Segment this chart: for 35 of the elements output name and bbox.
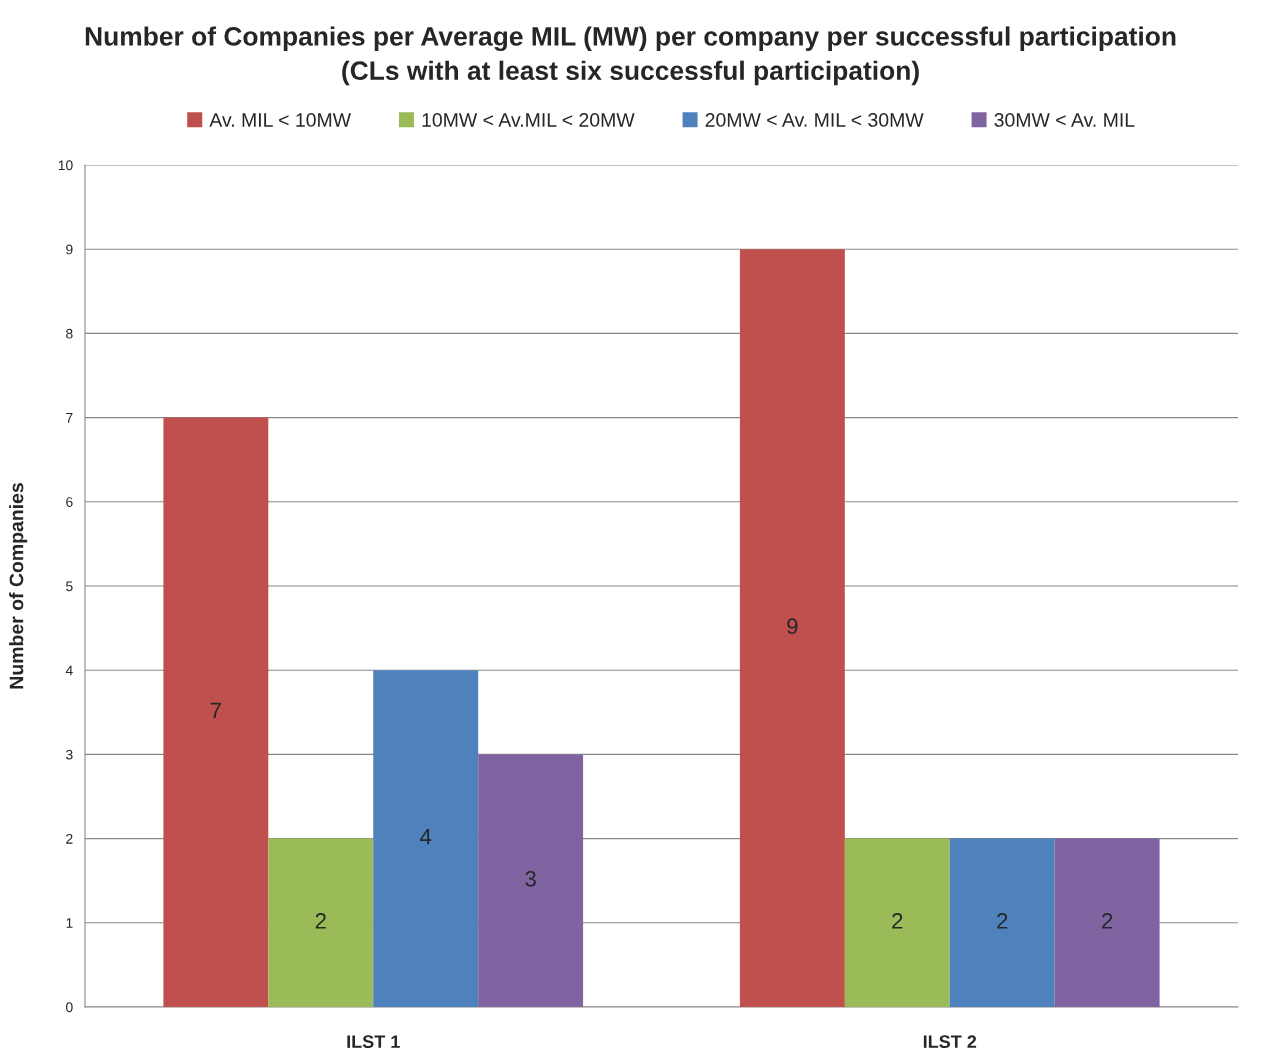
y-tick-label: 8	[66, 328, 73, 339]
legend-label: Av. MIL < 10MW	[209, 113, 351, 127]
bar	[949, 838, 1055, 1007]
data-label: 3	[525, 870, 536, 887]
data-label: 9	[787, 618, 798, 635]
y-tick-label: 6	[66, 497, 73, 507]
bar	[1054, 838, 1160, 1007]
bar	[478, 754, 584, 1007]
y-tick-label: 3	[66, 749, 73, 760]
bar	[268, 838, 374, 1007]
legend-label: 10MW < Av.MIL < 20MW	[422, 113, 635, 127]
y-tick-label: 7	[66, 413, 73, 423]
data-label: 4	[420, 829, 432, 845]
legend-label: 20MW < Av. MIL < 30MW	[705, 113, 924, 127]
data-label: 2	[892, 913, 903, 929]
y-tick-label: 4	[65, 665, 73, 676]
data-label: 2	[1102, 913, 1113, 929]
data-label: 2	[315, 913, 326, 929]
bar	[844, 838, 950, 1007]
data-label: 7	[210, 702, 221, 719]
x-tick-label: ILST 2	[923, 1035, 977, 1049]
x-tick-label: ILST 1	[347, 1035, 400, 1049]
bar	[373, 670, 479, 1007]
y-tick-label: 1	[66, 918, 73, 928]
legend-label: 30MW < Av. MIL	[994, 113, 1135, 127]
y-tick-label: 0	[66, 1002, 73, 1013]
y-tick-label: 10	[58, 160, 73, 171]
y-tick-label: 9	[66, 244, 73, 255]
y-axis-title: Number of Companies	[9, 483, 28, 689]
bar	[739, 249, 845, 1007]
y-tick-label: 2	[66, 833, 73, 844]
y-tick-label: 5	[66, 581, 73, 592]
chart-title: Number of Companies per Average MIL (MW) per company per successful participation (CLs with at least six successful participation)	[85, 26, 1176, 86]
data-label: 2	[997, 913, 1008, 929]
bar	[163, 417, 269, 1007]
